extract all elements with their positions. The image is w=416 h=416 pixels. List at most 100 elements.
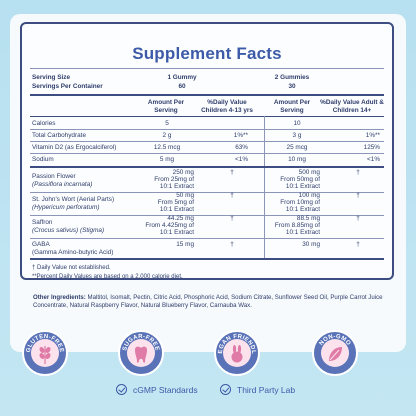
botanical-dv-col2: † (356, 215, 360, 222)
gluten-free-badge: GLUTEN-FREE (22, 330, 68, 376)
bunny-icon (231, 345, 243, 363)
botanical-amount-col1: 44.25 mg (167, 215, 194, 222)
column-separator (264, 116, 265, 258)
botanical-amount-col1: 15 mg (176, 241, 194, 248)
supplement-facts-panel: Supplement Facts Serving Size 1 Gummy 2 … (20, 22, 394, 280)
botanical-source-col2: From 8.85mg of (274, 222, 320, 229)
nutrient-dv-col2: <1% (367, 156, 380, 163)
botanical-amount-col2: 88.5 mg (296, 215, 320, 222)
cgmp-label: cGMP Standards (133, 384, 198, 395)
botanical-latin-name: (Hypericum perforatum) (32, 204, 100, 211)
ingredients-label: Other Ingredients: (33, 294, 86, 301)
botanical-dv-col1: † (230, 169, 234, 176)
panel-title: Supplement Facts (132, 44, 282, 63)
botanical-source-col1: From 5mg of (157, 199, 194, 206)
divider (30, 129, 384, 130)
botanical-extract-col1: 10:1 Extract (159, 206, 194, 213)
divider (30, 141, 384, 142)
botanical-dv-col1: † (230, 192, 234, 199)
botanical-amount-col2: 500 mg (298, 169, 320, 176)
check-circle-icon (116, 384, 127, 395)
nutrient-name: Vitamin D2 (as Ergocalciferol) (32, 144, 117, 151)
botanical-latin-name: (Crocus sativus) (Stigma) (32, 227, 105, 234)
botanical-amount-col2: 30 mg (302, 241, 320, 248)
check-circle-icon (220, 384, 231, 395)
botanical-extract-col1: 10:1 Extract (159, 183, 194, 190)
divider (30, 215, 384, 216)
nutrient-amount-col2: 10 (293, 120, 301, 127)
non-gmo-badge: NON-GMO (312, 330, 358, 376)
botanical-amount-col1: 250 mg (172, 169, 194, 176)
wheat-icon (39, 346, 51, 364)
nutrient-dv-col2: 1%** (365, 132, 380, 139)
botanical-source-col2: From 50mg of (280, 176, 320, 183)
nutrient-dv-col1: 63% (235, 144, 248, 151)
tooth-icon (135, 346, 147, 363)
servings-per-container-label: Servings Per Container (32, 83, 103, 90)
botanical-name: GABA (32, 241, 50, 248)
nutrient-dv-col2: 125% (363, 144, 380, 151)
nutrient-amount-col2: 10 mg (288, 156, 306, 163)
nutrient-amount-col1: 5 mg (159, 156, 175, 163)
nutrient-amount-col2: 25 mcg (286, 144, 308, 151)
nutrient-dv-col1: <1% (235, 156, 248, 163)
nutrient-name: Sodium (32, 156, 54, 163)
vegan-friendly-badge: VEGAN FRIENDLY (214, 330, 260, 376)
leaf-icon (329, 347, 342, 361)
botanical-latin-name: (Passiflora incarnata) (32, 181, 93, 188)
botanical-name: St. John's Wort (Aerial Parts) (32, 196, 115, 203)
botanical-amount-col1: 50 mg (176, 192, 194, 199)
thick-divider (30, 94, 384, 96)
botanical-name: Passion Flower (32, 173, 76, 180)
nutrient-amount-col2: 3 g (292, 132, 302, 139)
col2-servings: 30 (288, 83, 296, 90)
amount-header-col1: Amount Per Serving (147, 99, 185, 114)
dv-adult-header: %Daily Value Adult & Children 14+ (320, 99, 384, 114)
divider (30, 153, 384, 154)
dv-children-header: %Daily Value Children 4-13 yrs (201, 99, 253, 114)
footnote-percent: **Percent Daily Values are based on a 2,… (32, 274, 183, 280)
botanical-source-col2: From 10mg of (280, 199, 320, 206)
badge-label: NON-GMO (319, 334, 352, 347)
svg-text:NON-GMO: NON-GMO (319, 334, 352, 347)
botanical-extract-col2: 10:1 Extract (285, 229, 320, 236)
botanical-dv-col1: † (230, 241, 234, 248)
nutrient-amount-col1: 5 (165, 120, 169, 127)
botanical-source-col1: From 25mg of (154, 176, 194, 183)
footnote-dagger: † Daily Value not established. (32, 265, 111, 271)
sugar-free-badge: SUGAR-FREE (118, 330, 164, 376)
third-party-lab: Third Party Lab (220, 384, 295, 395)
nutrient-amount-col1: 12.5 mcg (153, 144, 181, 151)
botanical-dv-col1: † (230, 215, 234, 222)
divider (30, 238, 384, 239)
divider (30, 116, 384, 117)
botanical-name: Saffron (32, 219, 53, 226)
other-ingredients: Other Ingredients: Maltitol, Isomalt, Pe… (33, 294, 393, 310)
ingredients-text: Maltitol, Isomalt, Pectin, Citric Acid, … (33, 294, 383, 309)
thick-divider (30, 258, 384, 260)
botanical-dv-col2: † (356, 169, 360, 176)
botanical-dv-col2: † (356, 192, 360, 199)
botanical-extract-col2: 10:1 Extract (285, 183, 320, 190)
botanical-dv-col2: † (356, 241, 360, 248)
divider (30, 68, 384, 69)
third-party-label: Third Party Lab (237, 384, 296, 395)
serving-size-label: Serving Size (32, 74, 71, 81)
nutrient-name: Calories (32, 120, 56, 127)
footer: cGMP Standards Third Party Lab (0, 384, 416, 404)
botanical-amount-col2: 100 mg (298, 192, 320, 199)
amount-header-col2: Amount Per Serving (273, 99, 311, 114)
col1-servings: 60 (178, 83, 186, 90)
botanical-latin-name: (Gamma Amino-butyric Acid) (32, 249, 114, 256)
botanical-source-col1: From 4.425mg of (145, 222, 194, 229)
botanical-extract-col2: 10:1 Extract (285, 206, 320, 213)
nutrient-amount-col1: 2 g (162, 132, 172, 139)
col1-serving-size: 1 Gummy (167, 74, 197, 81)
thick-divider (30, 166, 384, 168)
nutrient-dv-col1: 1%** (233, 132, 248, 139)
cgmp-standards: cGMP Standards (116, 384, 198, 395)
botanical-extract-col1: 10:1 Extract (159, 229, 194, 236)
divider (30, 192, 384, 193)
col2-serving-size: 2 Gummies (274, 74, 310, 81)
nutrient-name: Total Carbohydrate (32, 132, 86, 139)
